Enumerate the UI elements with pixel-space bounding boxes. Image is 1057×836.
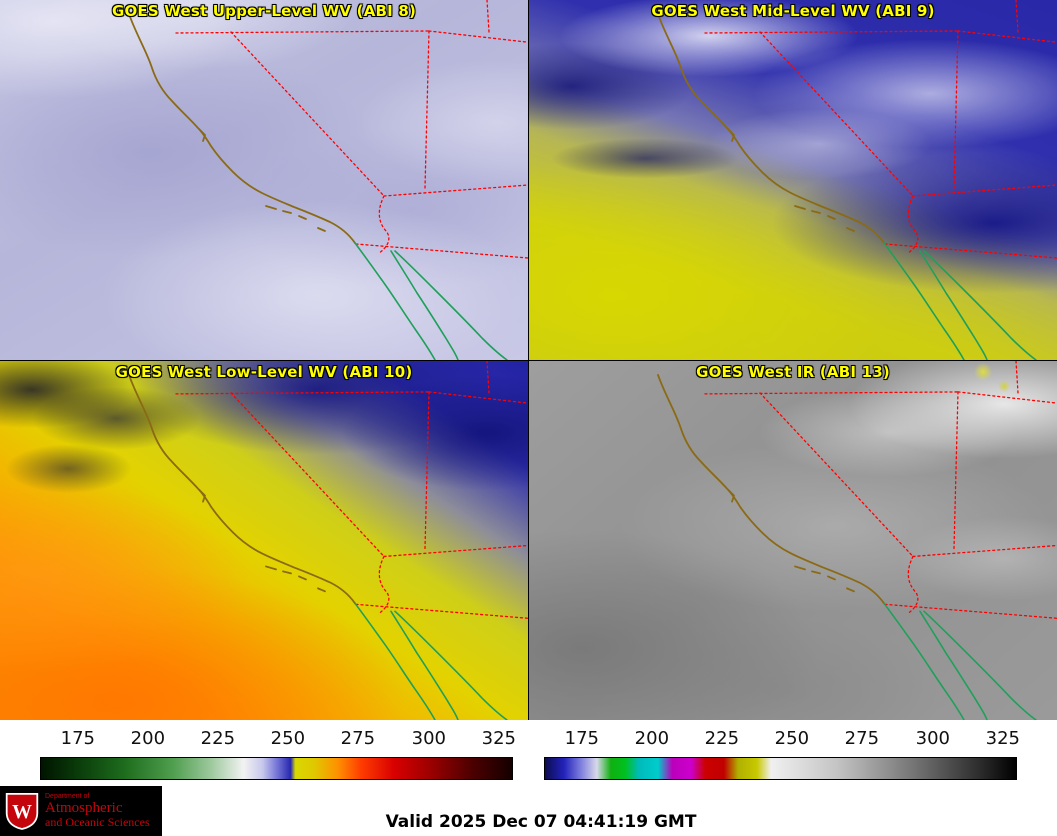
colorbar-tick: 300	[411, 728, 446, 749]
colorbar-tick: 275	[340, 728, 376, 749]
colorbar-tick: 250	[774, 728, 810, 749]
panel-title: GOES West Low-Level WV (ABI 10)	[115, 363, 413, 381]
colorbar-tick: 250	[270, 728, 306, 749]
crest-monogram: W	[12, 801, 32, 823]
logo-text: Department of Atmospheric and Oceanic Sc…	[45, 793, 150, 829]
uw-aos-logo: W Department of Atmospheric and Oceanic …	[0, 786, 162, 836]
quadrant-grid: GOES West Upper-Level WV (ABI 8) GOES We…	[0, 0, 1057, 720]
panel-title: GOES West IR (ABI 13)	[696, 363, 890, 381]
colorbar-left-gradient	[40, 757, 513, 780]
panel-upper-level-wv: GOES West Upper-Level WV (ABI 8)	[0, 0, 528, 360]
colorbar-tick: 225	[704, 728, 740, 749]
colorbar-tick: 200	[634, 728, 670, 749]
logo-dept-line: Department of	[45, 793, 90, 801]
colorbar-tick: 175	[60, 728, 96, 749]
colorbar-tick: 175	[564, 728, 600, 749]
panel-mid-level-wv: GOES West Mid-Level WV (ABI 9)	[529, 0, 1057, 360]
colorbar-left-ticks: 175 200 225 250 275 300 325	[40, 728, 516, 754]
colorbar-right: 175 200 225 250 275 300 325	[544, 720, 1020, 786]
colorbar-tick: 300	[915, 728, 950, 749]
colorbar-tick: 200	[130, 728, 166, 749]
uw-crest-icon: W	[5, 793, 39, 830]
logo-name-line2: and Oceanic Sciences	[45, 815, 150, 830]
panel-ir: GOES West IR (ABI 13)	[529, 361, 1057, 720]
map-overlay	[657, 361, 1057, 720]
logo-name-line1: Atmospheric	[45, 799, 123, 816]
panel-title: GOES West Upper-Level WV (ABI 8)	[111, 2, 417, 20]
panel-title: GOES West Mid-Level WV (ABI 9)	[651, 2, 935, 20]
colorbar-right-gradient	[544, 757, 1017, 780]
valid-timestamp: Valid 2025 Dec 07 04:41:19 GMT	[385, 812, 697, 832]
map-overlay	[128, 0, 528, 360]
colorbar-tick: 225	[200, 728, 236, 749]
colorbar-left: 175 200 225 250 275 300 325	[40, 720, 516, 786]
panel-low-level-wv: GOES West Low-Level WV (ABI 10)	[0, 361, 528, 720]
colorbar-tick: 325	[985, 728, 1020, 749]
map-overlay	[657, 0, 1057, 360]
footer: W Department of Atmospheric and Oceanic …	[0, 786, 1057, 836]
colorbar-tick: 275	[844, 728, 880, 749]
colorbar-tick: 325	[481, 728, 516, 749]
map-overlay	[128, 361, 528, 720]
colorbar-strip: 175 200 225 250 275 300 325 175 200 225 …	[0, 720, 1057, 786]
colorbar-right-ticks: 175 200 225 250 275 300 325	[544, 728, 1020, 754]
